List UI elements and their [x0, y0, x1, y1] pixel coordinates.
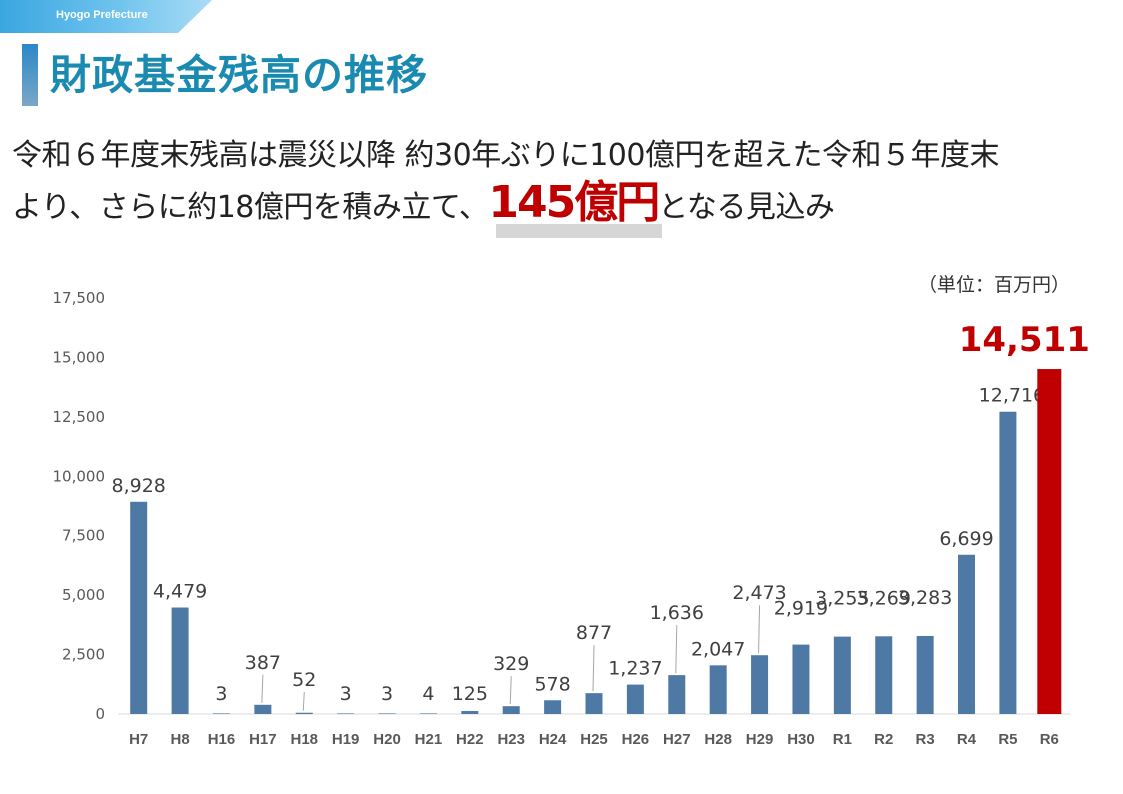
bar-H29 — [751, 655, 769, 714]
x-tick-label: H22 — [456, 731, 484, 748]
value-label-leader — [592, 645, 595, 692]
x-tick-label: H29 — [746, 731, 774, 748]
x-tick-label: R3 — [916, 731, 935, 748]
title-accent-bar — [22, 44, 38, 106]
y-tick-label: 10,000 — [53, 467, 106, 485]
y-tick-label: 5,000 — [62, 586, 105, 604]
value-label: 4 — [422, 683, 434, 705]
x-tick-label: H28 — [704, 731, 732, 748]
value-label: 1,636 — [650, 602, 704, 624]
value-label: 8,928 — [111, 475, 165, 497]
x-tick-label: R5 — [998, 731, 1017, 748]
value-label: 2,047 — [691, 638, 745, 660]
x-tick-label: H8 — [170, 731, 189, 748]
bar-R3 — [916, 635, 934, 714]
x-tick-label: H25 — [580, 731, 608, 748]
y-tick-label: 0 — [95, 705, 105, 723]
summary-line-1: 令和６年度末残高は震災以降 約30年ぶりに100億円を超えた令和５年度末 — [12, 138, 999, 173]
y-tick-label: 15,000 — [53, 348, 106, 366]
x-tick-label: H24 — [539, 731, 567, 748]
x-tick-label: R2 — [874, 731, 893, 748]
x-tick-label: R4 — [957, 731, 977, 748]
bar-H27 — [668, 675, 686, 714]
value-label: 877 — [576, 622, 612, 644]
y-tick-label: 7,500 — [62, 527, 105, 545]
bar-H19 — [337, 713, 355, 714]
bar-H28 — [709, 665, 727, 714]
value-label: 329 — [493, 653, 529, 675]
bar-H7 — [130, 501, 148, 714]
bar-H30 — [792, 644, 810, 714]
x-tick-label: H21 — [415, 731, 443, 748]
bar-H24 — [544, 700, 562, 714]
value-label-leader — [261, 674, 264, 703]
x-tick-label: H7 — [129, 731, 148, 748]
bar-H16 — [212, 713, 230, 714]
value-label: 2,919 — [774, 598, 828, 620]
value-label: 2,473 — [732, 582, 786, 604]
summary-line-2-post: となる見込み — [658, 190, 835, 225]
value-label: 1,237 — [608, 658, 662, 680]
x-tick-label: R1 — [833, 731, 852, 748]
value-label: 125 — [452, 683, 488, 705]
y-tick-label: 2,500 — [62, 646, 105, 664]
prefecture-tag: Hyogo Prefecture — [0, 0, 212, 33]
bar-R2 — [875, 636, 893, 714]
value-label: 3,283 — [898, 587, 952, 609]
bar-H25 — [585, 693, 603, 714]
x-tick-label: H26 — [622, 731, 650, 748]
bar-H18 — [295, 712, 313, 714]
bar-R4 — [958, 554, 976, 714]
bar-H17 — [254, 704, 272, 714]
value-label: 14,511 — [959, 320, 1090, 360]
value-label-leader — [302, 691, 305, 711]
x-tick-label: H30 — [787, 731, 815, 748]
value-label: 12,716 — [979, 385, 1045, 407]
value-label: 6,699 — [939, 528, 993, 550]
bar-R5 — [999, 411, 1017, 714]
x-tick-label: H18 — [290, 731, 318, 748]
unit-label: （単位：百万円） — [918, 274, 1071, 296]
value-label-leader — [675, 625, 678, 674]
summary-line-2: より、さらに約18億円を積み立て、145億円となる見込み — [12, 180, 835, 238]
bar-H26 — [626, 684, 644, 714]
value-label: 4,479 — [153, 581, 207, 603]
value-label: 3 — [340, 683, 352, 705]
value-label: 52 — [292, 669, 316, 691]
bar-H20 — [378, 713, 396, 714]
y-tick-label: 17,500 — [53, 289, 106, 307]
bar-H21 — [419, 713, 437, 714]
value-label: 3,255 — [815, 588, 869, 610]
value-label: 578 — [534, 673, 570, 695]
bar-R6 — [1037, 369, 1062, 714]
x-tick-label: H16 — [208, 731, 236, 748]
y-tick-label: 12,500 — [53, 408, 106, 426]
x-tick-label: H20 — [373, 731, 401, 748]
value-label: 387 — [245, 652, 281, 674]
x-tick-label: H23 — [497, 731, 525, 748]
bar-H8 — [171, 607, 189, 714]
bar-H22 — [461, 711, 479, 714]
x-tick-label: R6 — [1040, 731, 1059, 748]
value-label-leader — [758, 605, 761, 654]
prefecture-tag-label: Hyogo Prefecture — [56, 9, 148, 21]
value-label-leader — [509, 676, 512, 705]
bar-H23 — [502, 706, 520, 714]
page-title: 財政基金残高の推移 — [50, 51, 428, 99]
value-label: 3,269 — [857, 587, 911, 609]
value-label: 3 — [215, 683, 227, 705]
value-label: 3 — [381, 683, 393, 705]
x-tick-label: H19 — [332, 731, 360, 748]
x-tick-label: H27 — [663, 731, 691, 748]
bar-R1 — [833, 636, 851, 714]
x-tick-label: H17 — [249, 731, 277, 748]
summary-line-2-pre: より、さらに約18億円を積み立て、 — [12, 190, 489, 225]
